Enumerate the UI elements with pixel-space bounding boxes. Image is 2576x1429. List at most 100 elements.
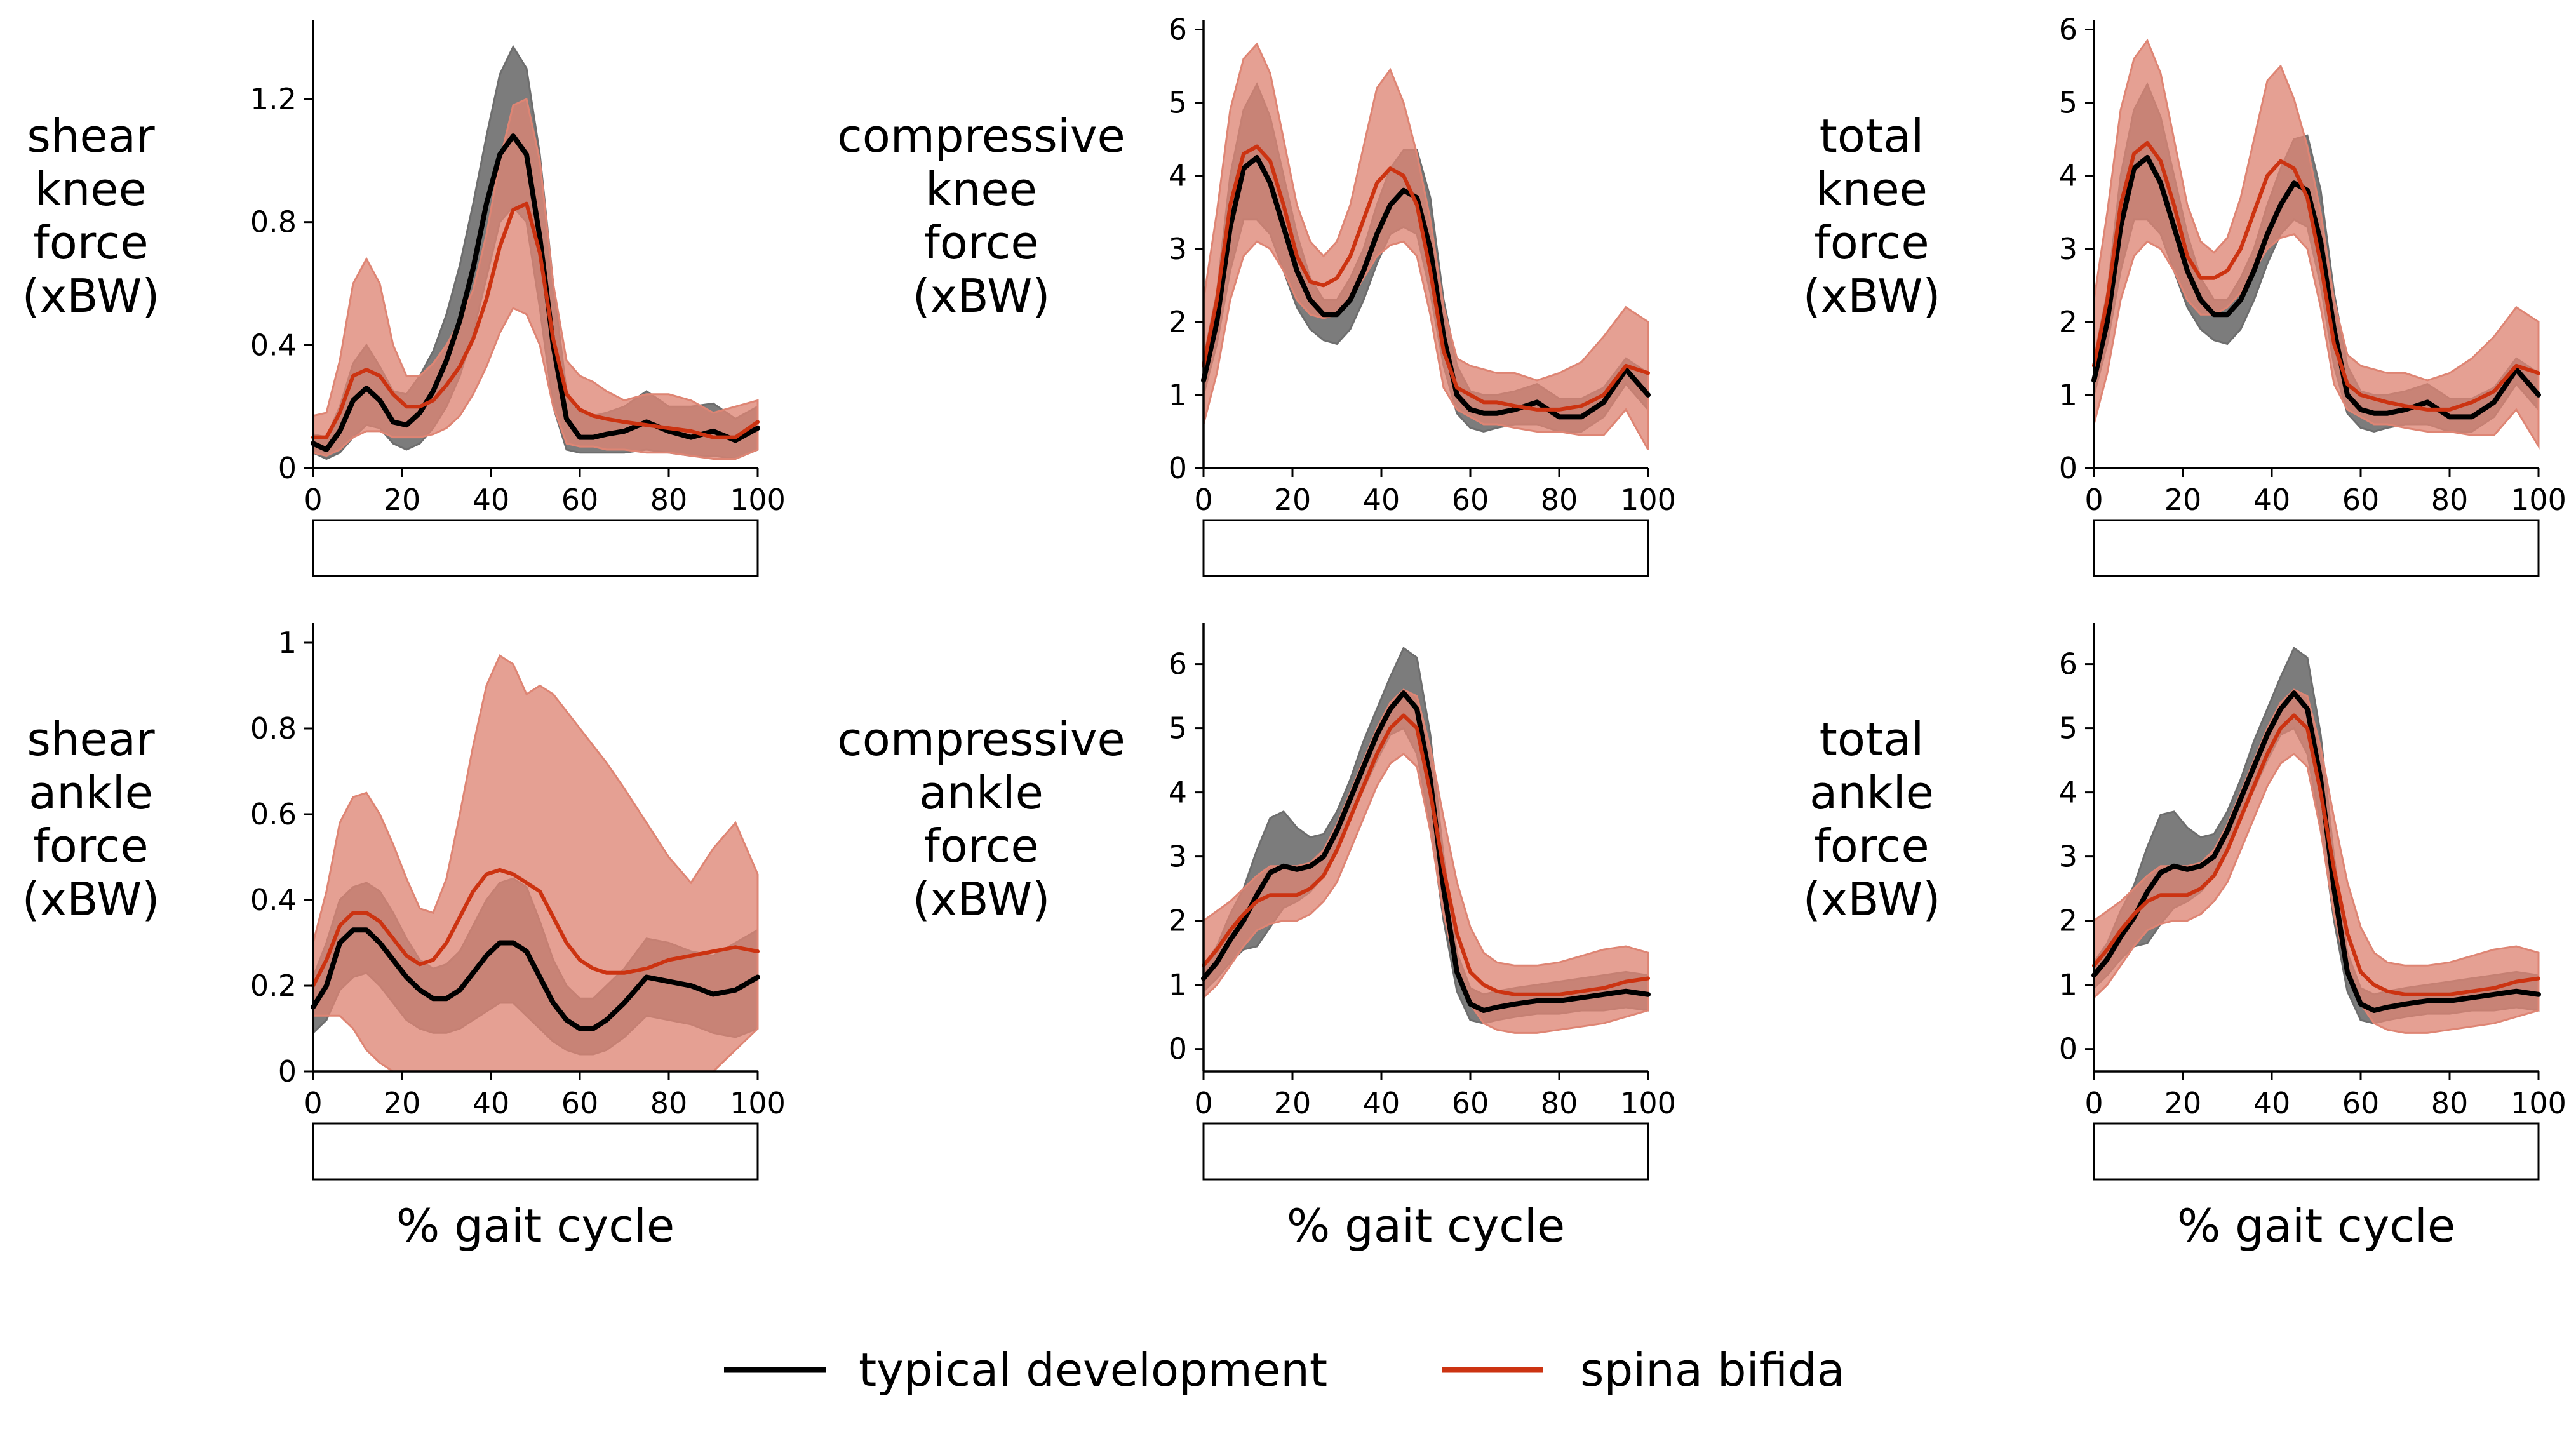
y-tick-label: 0 [2059,451,2077,485]
y-axis-label-line: compressive [837,713,1125,766]
empty-box [312,519,759,577]
series-line-spina-bifida [2092,140,2540,412]
y-tick-label: 0.4 [250,883,297,917]
y-tick-label: 3 [2059,232,2077,266]
y-axis-label-line: (xBW) [1803,269,1941,323]
series-line-spina-bifida [2092,713,2540,996]
y-axis-label-line: (xBW) [913,269,1050,323]
x-tick-label: 60 [561,1086,599,1120]
x-tick-label: 80 [650,483,688,517]
y-tick-label: 0.4 [250,328,297,362]
y-tick-label: 6 [2059,647,2077,681]
x-tick-label: 20 [1274,483,1311,517]
x-tick-label: 40 [1363,483,1400,517]
empty-box [1202,519,1649,577]
x-tick-label: 100 [730,1086,786,1120]
x-tick-label: 40 [473,1086,510,1120]
y-tick-label: 4 [1169,775,1187,810]
x-tick-label: 80 [1541,483,1578,517]
x-tick-label: 40 [473,483,510,517]
x-tick-label: 100 [2511,483,2566,517]
x-tick-label: 20 [2164,483,2202,517]
y-axis-label-line: ankle [29,766,153,819]
y-tick-label: 6 [2059,13,2077,47]
y-tick-label: 5 [2059,711,2077,746]
x-tick-label: 60 [1452,483,1489,517]
empty-box [1202,1122,1649,1181]
y-axis-label-line: total [1820,713,1924,766]
y-axis-label-line: (xBW) [1803,873,1941,926]
y-tick-label: 0 [278,1054,297,1089]
x-tick-label: 80 [2431,483,2469,517]
legend-label-spina-bifida: spina bifida [1580,1343,1845,1397]
x-tick-label: 40 [2253,1086,2291,1120]
y-tick-label: 0.2 [250,969,297,1003]
band-spina-bifida [312,97,759,460]
legend-label-typical-development: typical development [859,1343,1327,1397]
series-line-spina-bifida [311,868,760,988]
y-tick-label: 1 [1169,968,1187,1002]
y-axis-label-line: force [33,216,148,269]
y-axis-label-line: shear [27,713,155,766]
x-tick-label: 80 [1541,1086,1578,1120]
y-axis-label-line: knee [35,163,147,216]
x-tick-label: 0 [304,1086,322,1120]
y-tick-label: 1 [2059,968,2077,1002]
series-line-typical-development [2091,154,2541,420]
empty-box [2093,519,2540,577]
y-tick-label: 0 [2059,1032,2077,1066]
y-axis-label-line: ankle [919,766,1043,819]
empty-box [2093,1122,2540,1181]
x-tick-label: 60 [1452,1086,1489,1120]
y-tick-label: 0.8 [250,711,297,746]
y-tick-label: 0.8 [250,205,297,239]
series-line-typical-development [311,927,760,1031]
x-axis-label: % gait cycle [1287,1199,1565,1252]
y-tick-label: 1 [1169,378,1187,412]
y-tick-label: 3 [2059,840,2077,874]
x-tick-label: 60 [2342,483,2380,517]
y-axis-label-line: force [923,819,1038,873]
x-tick-label: 20 [1274,1086,1311,1120]
y-tick-label: 2 [2059,305,2077,339]
series-line-spina-bifida [1202,144,1650,412]
x-tick-label: 0 [1194,483,1212,517]
y-tick-label: 1 [278,626,297,660]
y-axis-label-line: total [1820,109,1924,163]
y-axis-label-line: (xBW) [22,873,160,926]
x-tick-label: 60 [561,483,599,517]
series-line-typical-development [1201,154,1651,420]
y-tick-label: 5 [1169,86,1187,120]
y-axis-label-line: force [923,216,1038,269]
y-tick-label: 0.6 [250,797,297,831]
y-axis-label-line: (xBW) [22,269,160,323]
x-tick-label: 0 [2084,1086,2103,1120]
y-tick-label: 0 [278,451,297,485]
x-axis-label: % gait cycle [2177,1199,2455,1252]
y-tick-label: 3 [1169,232,1187,266]
x-tick-label: 60 [2342,1086,2380,1120]
x-tick-label: 0 [1194,1086,1212,1120]
y-tick-label: 4 [1169,159,1187,193]
x-tick-label: 100 [1620,483,1676,517]
empty-box [312,1122,759,1181]
x-tick-label: 100 [730,483,786,517]
y-tick-label: 6 [1169,13,1187,47]
series-line-spina-bifida [1202,713,1650,996]
y-tick-label: 1.2 [250,82,297,116]
y-tick-label: 5 [1169,711,1187,746]
x-tick-label: 0 [2084,483,2103,517]
x-axis-labels: % gait cycle % gait cycle % gait cycle [396,1199,2455,1252]
y-tick-label: 0 [1169,1032,1187,1066]
x-tick-label: 80 [650,1086,688,1120]
y-tick-label: 3 [1169,840,1187,874]
y-axis-label-line: force [1814,819,1929,873]
x-tick-label: 80 [2431,1086,2469,1120]
y-tick-label: 4 [2059,775,2077,810]
